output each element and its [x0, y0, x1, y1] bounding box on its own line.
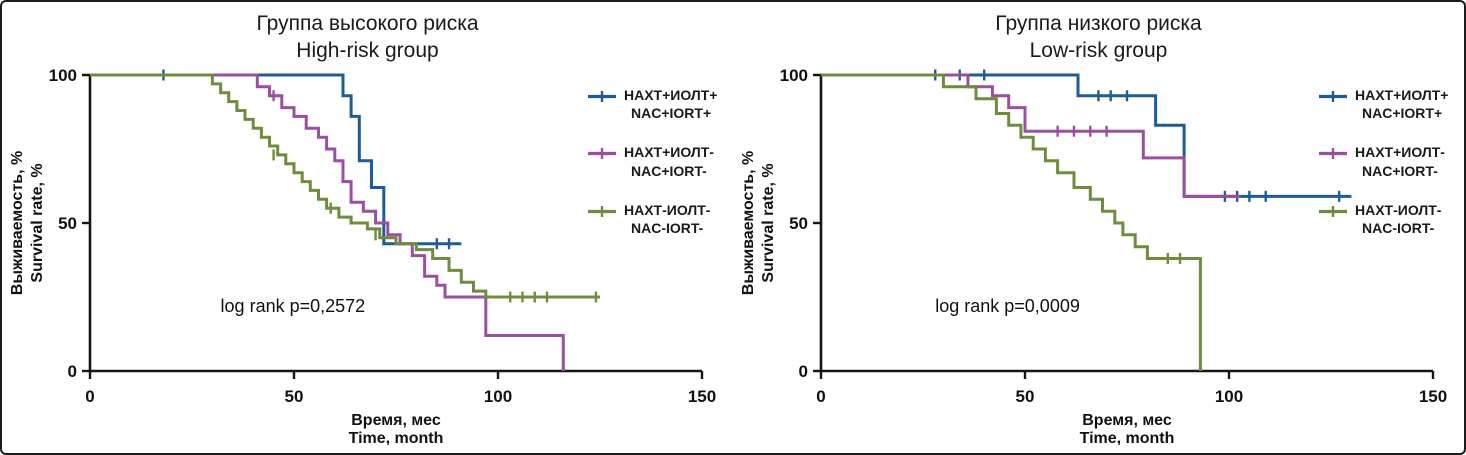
legend-label-ru: НАХТ-ИОЛТ- — [1355, 201, 1442, 218]
km-chart-low-risk: 0 50 100 150 0 50 100 Время, мес Time, month Выжи… — [733, 65, 1463, 450]
km-chart-high-risk: 0 50 100 150 0 50 100 Время, мес Time, month Выжи… — [2, 65, 732, 450]
y-axis-label-ru: Выживаемость, % — [740, 150, 757, 294]
legend-item-nac-iort-pp: НАХТ+ИОЛТ+ NAC+IORT+ — [1318, 86, 1462, 122]
legend-label: НАХТ-ИОЛТ- NAC-IORT- — [1355, 201, 1441, 237]
survival-curve-1 — [90, 73, 565, 371]
y-tick-label: 100 — [49, 66, 77, 85]
x-tick-label: 0 — [85, 387, 94, 406]
legend-label-en: NAC+IORT- — [1362, 162, 1438, 179]
legend-label-en: NAC+IORT+ — [1362, 105, 1443, 122]
legend-label: НАХТ-ИОЛТ- NAC-IORT- — [624, 201, 710, 237]
y-tick-label: 50 — [789, 214, 808, 233]
y-tick-label: 0 — [68, 362, 77, 381]
x-tick-label: 100 — [484, 387, 512, 406]
legend-label-ru: НАХТ+ИОЛТ+ — [624, 87, 718, 103]
legend-label-ru: НАХТ+ИОЛТ+ — [1355, 87, 1449, 103]
survival-curve-2 — [821, 73, 1202, 371]
y-axis-label-ru: Выживаемость, % — [9, 150, 26, 294]
legend-label-ru: НАХТ-ИОЛТ- — [624, 201, 711, 218]
log-rank-annotation: log rank p=0,0009 — [935, 295, 1080, 315]
legend-label-ru: НАХТ+ИОЛТ- — [624, 144, 714, 161]
legend-marker-line — [588, 91, 616, 102]
legend-item-nac-iort-mm: НАХТ-ИОЛТ- NAC-IORT- — [1318, 201, 1462, 237]
x-axis-label-ru: Время, мес — [1082, 412, 1172, 429]
x-tick-label: 150 — [1419, 387, 1447, 406]
legend-label: НАХТ+ИОЛТ- NAC+IORT- — [624, 143, 714, 179]
y-tick-label: 50 — [58, 214, 77, 233]
panel-low-risk: Группа низкого риска Low-risk group 0 50 1… — [733, 2, 1464, 453]
legend-low-risk: НАХТ+ИОЛТ+ NAC+IORT+ НАХТ+ИОЛТ- NAC+IORT… — [1318, 86, 1462, 237]
panel-high-risk: Группа высокого риска High-risk group 0 5… — [2, 2, 733, 453]
legend-marker-line — [588, 148, 616, 160]
legend-label: НАХТ+ИОЛТ- NAC+IORT- — [1355, 143, 1445, 179]
title-line-ru: Группа высокого риска — [256, 12, 479, 35]
title-line-en: Low-risk group — [1029, 39, 1168, 63]
legend-label-en: NAC+IORT+ — [631, 105, 712, 122]
y-axis-label-en: Survival rate, % — [760, 163, 777, 282]
x-tick-label: 0 — [816, 387, 825, 406]
x-tick-label: 150 — [688, 387, 716, 406]
legend-marker-line — [588, 205, 616, 217]
legend-marker-line — [1319, 205, 1347, 217]
y-tick-label: 0 — [799, 362, 808, 381]
survival-curve-2 — [90, 73, 600, 299]
legend-label-en: NAC-IORT- — [631, 219, 704, 236]
panel-title-low-risk: Группа низкого риска Low-risk group — [733, 10, 1464, 65]
title-line-ru: Группа низкого риска — [995, 12, 1202, 35]
y-tick-label: 100 — [780, 66, 808, 85]
legend-high-risk: НАХТ+ИОЛТ+ NAC+IORT+ НАХТ+ИОЛТ- NAC+IORT… — [587, 86, 731, 237]
legend-marker-line — [1319, 91, 1347, 102]
legend-item-nac-iort-pp: НАХТ+ИОЛТ+ NAC+IORT+ — [587, 86, 731, 122]
legend-item-nac-iort-pm: НАХТ+ИОЛТ- NAC+IORT- — [1318, 143, 1462, 179]
panel-title-high-risk: Группа высокого риска High-risk group — [2, 10, 733, 65]
legend-item-nac-iort-pm: НАХТ+ИОЛТ- NAC+IORT- — [587, 143, 731, 179]
survival-curve-0 — [90, 73, 462, 245]
legend-label-en: NAC-IORT- — [1362, 219, 1435, 236]
legend-label: НАХТ+ИОЛТ+ NAC+IORT+ — [1355, 86, 1448, 122]
legend-item-nac-iort-mm: НАХТ-ИОЛТ- NAC-IORT- — [587, 201, 731, 237]
x-axis-label-en: Time, month — [349, 430, 444, 445]
survival-curve-0 — [821, 73, 1352, 198]
y-axis-label-en: Survival rate, % — [29, 163, 46, 282]
x-tick-label: 50 — [1016, 387, 1035, 406]
x-tick-label: 50 — [285, 387, 304, 406]
log-rank-annotation: log rank p=0,2572 — [221, 295, 366, 315]
title-line-en: High-risk group — [296, 39, 439, 63]
legend-marker-line — [1319, 148, 1347, 160]
x-tick-label: 100 — [1215, 387, 1243, 406]
legend-label-ru: НАХТ+ИОЛТ- — [1355, 144, 1445, 161]
x-axis-label-ru: Время, мес — [351, 412, 441, 429]
legend-label-en: NAC+IORT- — [631, 162, 707, 179]
legend-label: НАХТ+ИОЛТ+ NAC+IORT+ — [624, 86, 717, 122]
x-axis-label-en: Time, month — [1080, 430, 1175, 445]
